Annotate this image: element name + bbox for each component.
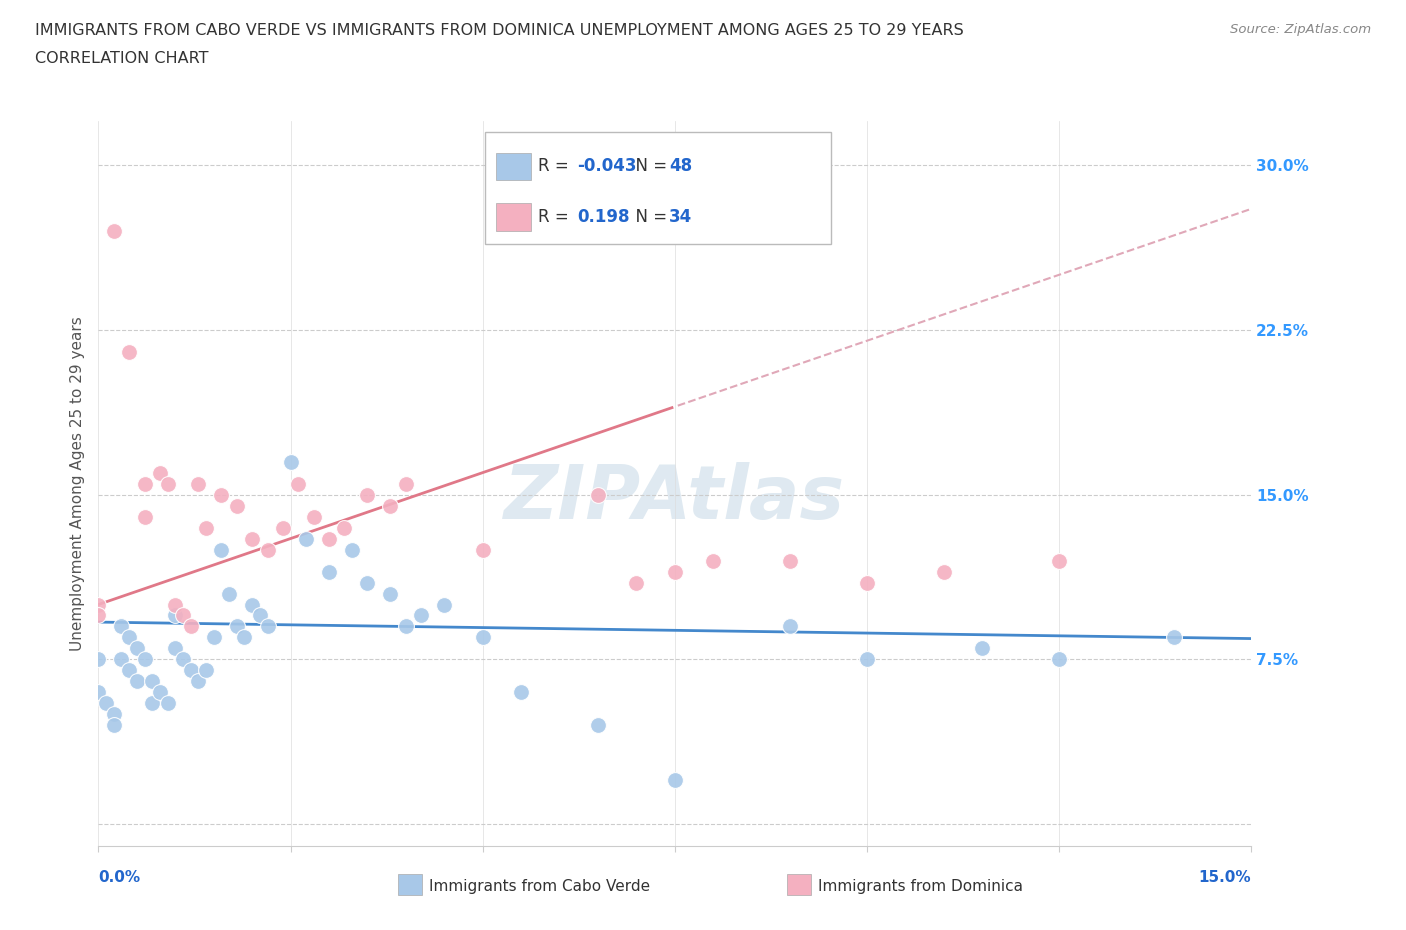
Point (103, 223, 125, 238)
Point (172, 652, 194, 667)
Point (149, 465, 172, 480)
Point (586, 718, 609, 733)
Point (256, 619, 278, 634)
Text: 0.198: 0.198 (578, 208, 630, 226)
Text: 34: 34 (669, 208, 692, 226)
Text: R =: R = (538, 157, 574, 176)
Point (218, 586, 240, 601)
Point (395, 619, 418, 634)
Text: 15.0%: 15.0% (1199, 870, 1251, 884)
Point (271, 520, 294, 535)
Point (118, 630, 141, 644)
Text: N =: N = (626, 208, 672, 226)
Point (318, 531, 340, 546)
Point (149, 685, 172, 700)
Text: CORRELATION CHART: CORRELATION CHART (35, 51, 208, 66)
Point (856, 652, 879, 667)
Point (932, 565, 955, 579)
Point (156, 696, 179, 711)
Point (318, 565, 340, 579)
Point (1047, 652, 1070, 667)
Point (779, 553, 801, 568)
Point (156, 476, 179, 491)
Text: Source: ZipAtlas.com: Source: ZipAtlas.com (1230, 23, 1371, 36)
Text: ZIPAtlas: ZIPAtlas (505, 461, 845, 535)
Point (702, 553, 724, 568)
Point (172, 608, 194, 623)
Text: IMMIGRANTS FROM CABO VERDE VS IMMIGRANTS FROM DOMINICA UNEMPLOYMENT AMONG AGES 2: IMMIGRANTS FROM CABO VERDE VS IMMIGRANTS… (35, 23, 965, 38)
Point (87, 685, 110, 700)
Point (141, 696, 163, 711)
Point (94, 696, 117, 711)
Point (103, 718, 125, 733)
Point (134, 476, 156, 491)
Point (356, 575, 378, 590)
Point (586, 487, 609, 502)
Point (125, 641, 148, 656)
Point (779, 619, 801, 634)
Point (433, 597, 456, 612)
Text: -0.043: -0.043 (578, 157, 637, 176)
Point (356, 487, 378, 502)
Point (333, 520, 356, 535)
Point (972, 641, 994, 656)
Point (411, 608, 433, 623)
Point (195, 663, 218, 678)
Text: 48: 48 (669, 157, 692, 176)
Point (856, 575, 879, 590)
Point (664, 773, 686, 788)
Text: 0.0%: 0.0% (98, 870, 141, 884)
Point (664, 565, 686, 579)
Point (87, 608, 110, 623)
Point (118, 344, 141, 359)
Point (165, 608, 187, 623)
Point (141, 674, 163, 689)
Point (249, 608, 271, 623)
Point (134, 652, 156, 667)
Point (187, 674, 209, 689)
Point (118, 663, 141, 678)
Point (395, 476, 418, 491)
Point (471, 630, 494, 644)
Point (225, 498, 247, 513)
Point (110, 652, 132, 667)
Point (225, 619, 247, 634)
Point (103, 707, 125, 722)
Point (233, 630, 256, 644)
Point (180, 663, 202, 678)
Point (287, 476, 309, 491)
Point (87, 597, 110, 612)
Point (1163, 630, 1185, 644)
Point (280, 454, 302, 469)
Point (125, 674, 148, 689)
Point (202, 630, 225, 644)
Point (165, 597, 187, 612)
Point (510, 685, 533, 700)
Point (256, 542, 278, 557)
Text: Immigrants from Dominica: Immigrants from Dominica (818, 879, 1024, 894)
Y-axis label: Unemployment Among Ages 25 to 29 years: Unemployment Among Ages 25 to 29 years (69, 316, 84, 651)
Point (180, 619, 202, 634)
Point (209, 487, 232, 502)
Point (240, 597, 263, 612)
Point (340, 542, 363, 557)
Point (302, 509, 325, 524)
Point (209, 542, 232, 557)
Point (195, 520, 218, 535)
Text: N =: N = (626, 157, 672, 176)
Point (380, 498, 402, 513)
Text: R =: R = (538, 208, 579, 226)
Point (240, 531, 263, 546)
Text: Immigrants from Cabo Verde: Immigrants from Cabo Verde (429, 879, 650, 894)
Point (187, 476, 209, 491)
Point (626, 575, 648, 590)
Point (87, 652, 110, 667)
Point (295, 531, 318, 546)
Point (471, 542, 494, 557)
Point (134, 509, 156, 524)
Point (380, 586, 402, 601)
Point (1047, 553, 1070, 568)
Point (165, 641, 187, 656)
Point (110, 619, 132, 634)
